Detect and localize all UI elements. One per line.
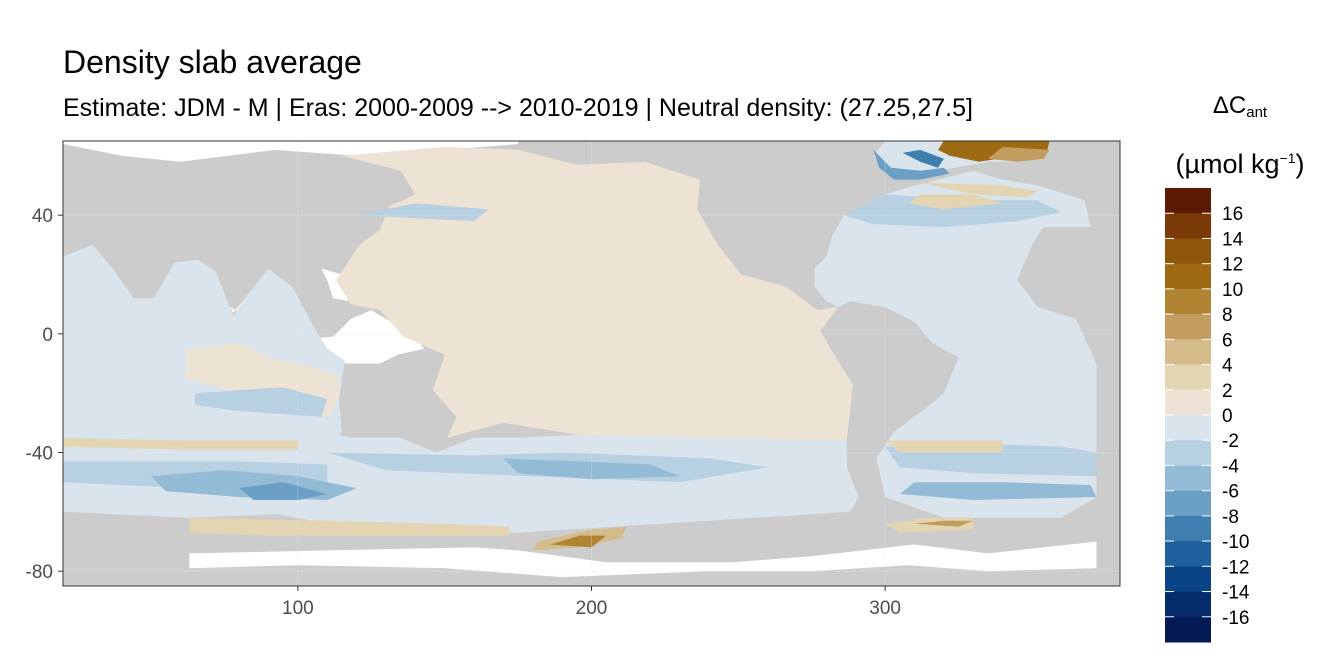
anomaly-region (987, 146, 1050, 162)
legend-label: 12 (1222, 255, 1243, 276)
y-tick-label: 0 (42, 325, 53, 346)
x-tick-label: 200 (576, 598, 608, 619)
legend-label: 4 (1222, 356, 1233, 377)
legend-label: 14 (1222, 229, 1244, 250)
gridlines (63, 141, 1120, 586)
legend-swatch (1165, 616, 1211, 643)
anomaly-region (873, 149, 950, 180)
x-tick-label: 100 (282, 598, 314, 619)
legend-swatch (1165, 465, 1211, 492)
legend-swatch (1165, 541, 1211, 567)
legend-title-symbol: ΔCant (1212, 92, 1268, 121)
no-data-region (189, 541, 1097, 578)
legend-label: 10 (1222, 280, 1243, 301)
legend-label: 2 (1222, 381, 1233, 402)
chart-title: Density slab average (63, 44, 362, 80)
ocean-field (63, 141, 1120, 586)
chart-subtitle: Estimate: JDM - M | Eras: 2000-2009 --> … (63, 94, 973, 122)
legend-swatch (1165, 339, 1211, 366)
legend-label: 6 (1222, 330, 1233, 351)
land-mass (823, 298, 959, 497)
anomaly-region (920, 182, 1038, 198)
anomaly-region (908, 194, 1003, 210)
anomaly-region (63, 437, 298, 450)
anomaly-region (550, 535, 607, 548)
legend-label: 16 (1222, 204, 1243, 225)
anomaly-region (844, 194, 1062, 227)
y-tick-label: -40 (26, 444, 53, 465)
legend-label: -6 (1222, 482, 1239, 503)
legend-swatch (1165, 440, 1211, 466)
no-data-region (63, 141, 519, 162)
land-mass (1031, 141, 1120, 227)
anomaly-region (914, 520, 974, 527)
legend-swatch (1165, 213, 1211, 239)
legend-label: -10 (1222, 532, 1249, 553)
land-mass (1011, 227, 1120, 364)
land-mass (339, 366, 454, 450)
legend-label: -16 (1222, 608, 1249, 629)
legend-swatch (1165, 415, 1211, 441)
anomaly-region (938, 141, 1050, 162)
legend-title: ΔCant (µmol kg−1) (1152, 86, 1328, 184)
legend-swatch (1165, 364, 1211, 391)
anomaly-region (902, 149, 944, 168)
legend-swatch (1165, 263, 1211, 290)
y-tick-label: -80 (26, 562, 53, 583)
legend-label: 8 (1222, 305, 1233, 326)
color-legend: 16 14 12 10 8 6 4 2 0 -2 -4 -6 -8 -10 -12 -14 -16 (1165, 188, 1250, 643)
legend-swatch (1165, 389, 1211, 416)
legend-swatch (1165, 314, 1211, 340)
anomaly-region (189, 517, 510, 536)
legend-label: -2 (1222, 431, 1239, 452)
legend-swatch (1165, 566, 1211, 593)
land-mass (1008, 161, 1038, 183)
legend-title-unit: (µmol kg−1) (1175, 149, 1305, 179)
legend-swatch (1165, 515, 1211, 542)
x-tick-label: 300 (869, 598, 901, 619)
land-mass (556, 141, 897, 311)
legend-swatch (1165, 591, 1211, 618)
legend-swatch (1165, 238, 1211, 265)
legend-label: 0 (1222, 406, 1233, 427)
map-panel (63, 141, 1120, 586)
legend-label: -8 (1222, 507, 1239, 528)
anomaly-region (195, 387, 328, 417)
land-mass (63, 523, 1120, 586)
anomaly-region (899, 482, 1097, 500)
anomaly-region (814, 170, 1097, 518)
legend-swatch (1165, 288, 1211, 315)
y-tick-label: 40 (32, 206, 53, 227)
anomaly-region (503, 458, 680, 480)
legend-label: -4 (1222, 456, 1239, 477)
legend-label: -12 (1222, 557, 1249, 578)
anomaly-region (239, 482, 328, 500)
land-mass (145, 141, 519, 331)
land-mass (63, 141, 181, 299)
legend-label: -14 (1222, 583, 1250, 604)
anomaly-region (885, 440, 1003, 453)
anomaly-region (356, 203, 489, 222)
legend-swatch (1165, 490, 1211, 517)
legend-swatch (1165, 188, 1211, 214)
